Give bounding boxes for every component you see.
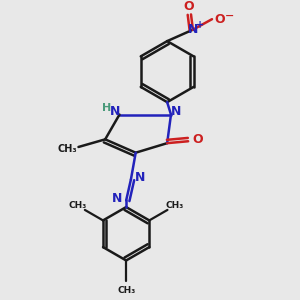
Text: N: N [110, 105, 120, 118]
Text: N: N [188, 23, 198, 36]
Text: +: + [196, 20, 205, 30]
Text: H: H [101, 103, 111, 113]
Text: O: O [214, 13, 225, 26]
Text: CH₃: CH₃ [57, 144, 77, 154]
Text: CH₃: CH₃ [68, 201, 87, 210]
Text: CH₃: CH₃ [117, 286, 135, 295]
Text: N: N [111, 192, 122, 205]
Text: −: − [224, 11, 234, 20]
Text: CH₃: CH₃ [166, 201, 184, 210]
Text: N: N [171, 105, 181, 118]
Text: O: O [184, 0, 194, 13]
Text: O: O [192, 133, 203, 146]
Text: N: N [135, 171, 146, 184]
